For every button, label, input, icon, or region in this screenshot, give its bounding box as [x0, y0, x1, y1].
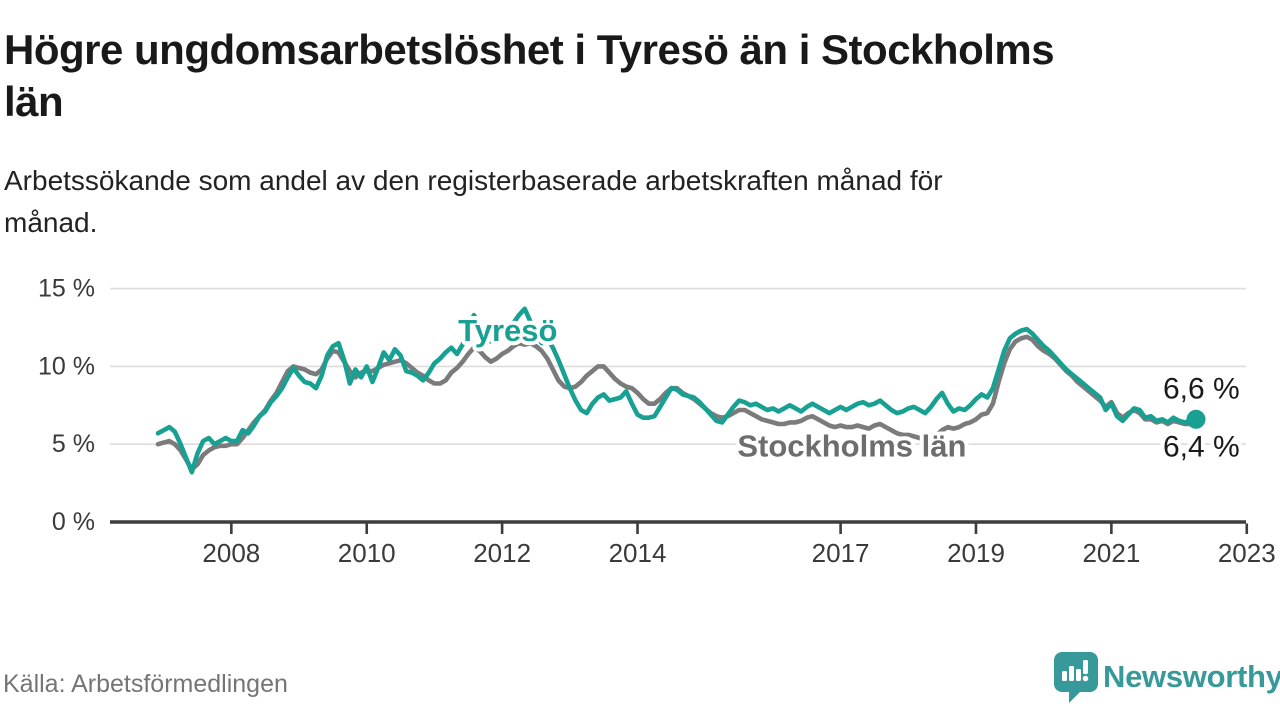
x-tick-label: 2014 — [609, 538, 667, 568]
x-tick-label: 2012 — [473, 538, 531, 568]
page-title-line1: Högre ungdomsarbetslöshet i Tyresö än i … — [4, 26, 1055, 73]
page-subtitle: Arbetssökande som andel av den registerb… — [4, 160, 1244, 244]
series-label-tyreso: Tyresö — [458, 313, 557, 348]
y-tick-label: 10 % — [38, 352, 95, 380]
x-tick-label: 2017 — [812, 538, 870, 568]
source-text: Källa: Arbetsförmedlingen — [3, 670, 288, 698]
x-tick-label: 2023 — [1218, 538, 1276, 568]
x-tick-label: 2019 — [947, 538, 1005, 568]
end-value-label-stockholms-lan: 6,4 % — [1163, 430, 1240, 463]
series-label-stockholms-lan: Stockholms län — [737, 428, 966, 463]
page-title-line2: län — [4, 78, 64, 125]
series-line-stockholms-lan — [155, 334, 1199, 472]
x-tick-label: 2010 — [338, 538, 396, 568]
end-value-label-tyreso: 6,6 % — [1163, 372, 1240, 405]
y-tick-label: 15 % — [38, 275, 95, 303]
series-end-dot-tyreso — [1186, 409, 1206, 429]
newsworthy-wordmark: Newsworthy — [1103, 659, 1280, 694]
newsworthy-speech-bubble-chart-icon — [1054, 652, 1098, 709]
newsworthy-logo: Newsworthy — [1054, 650, 1280, 709]
x-tick-label: 2008 — [202, 538, 260, 568]
y-tick-label: 0 % — [52, 508, 95, 536]
chart-area: 0 % 5 % 10 % 15 % 2008 2010 2012 2014 2017 2019 20… — [0, 258, 1280, 588]
unemployment-line-chart: 0 % 5 % 10 % 15 % 2008 2010 2012 2014 2017 2019 20… — [38, 275, 1276, 568]
page-subtitle-line2: månad. — [4, 207, 98, 238]
page-subtitle-line1: Arbetssökande som andel av den registerb… — [4, 165, 943, 196]
x-tick-label: 2021 — [1082, 538, 1140, 568]
y-tick-label: 5 % — [52, 430, 95, 458]
series-line-tyreso — [155, 306, 1199, 475]
page-title: Högre ungdomsarbetslöshet i Tyresö än i … — [4, 24, 1274, 128]
